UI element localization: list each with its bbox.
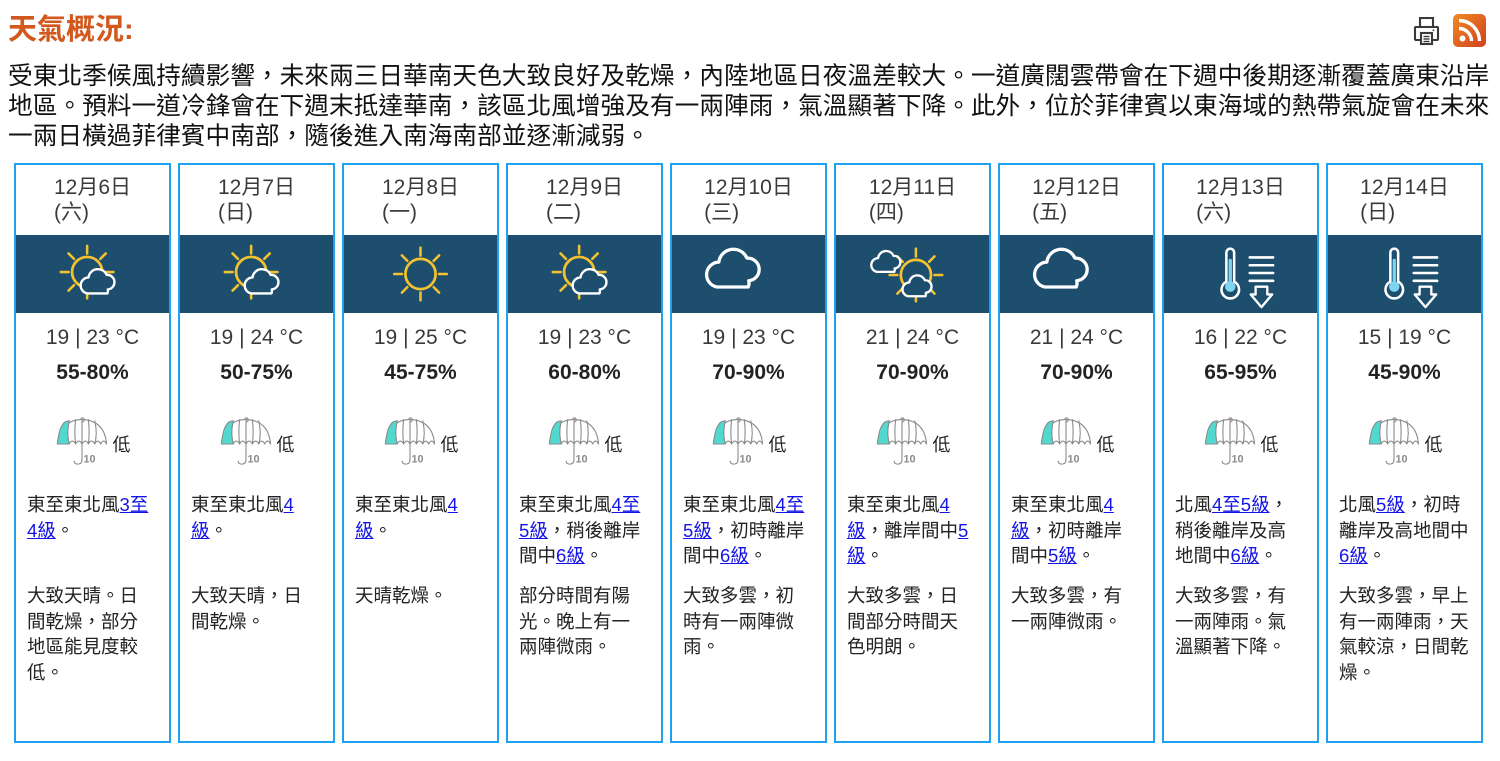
svg-text:10: 10 (411, 454, 423, 466)
svg-text:10: 10 (1067, 454, 1079, 466)
svg-text:10: 10 (575, 454, 587, 466)
svg-text:10: 10 (1231, 454, 1243, 466)
svg-text:10: 10 (1395, 454, 1407, 466)
svg-text:10: 10 (903, 454, 915, 466)
svg-text:10: 10 (83, 454, 95, 466)
svg-text:10: 10 (247, 454, 259, 466)
svg-text:10: 10 (739, 454, 751, 466)
